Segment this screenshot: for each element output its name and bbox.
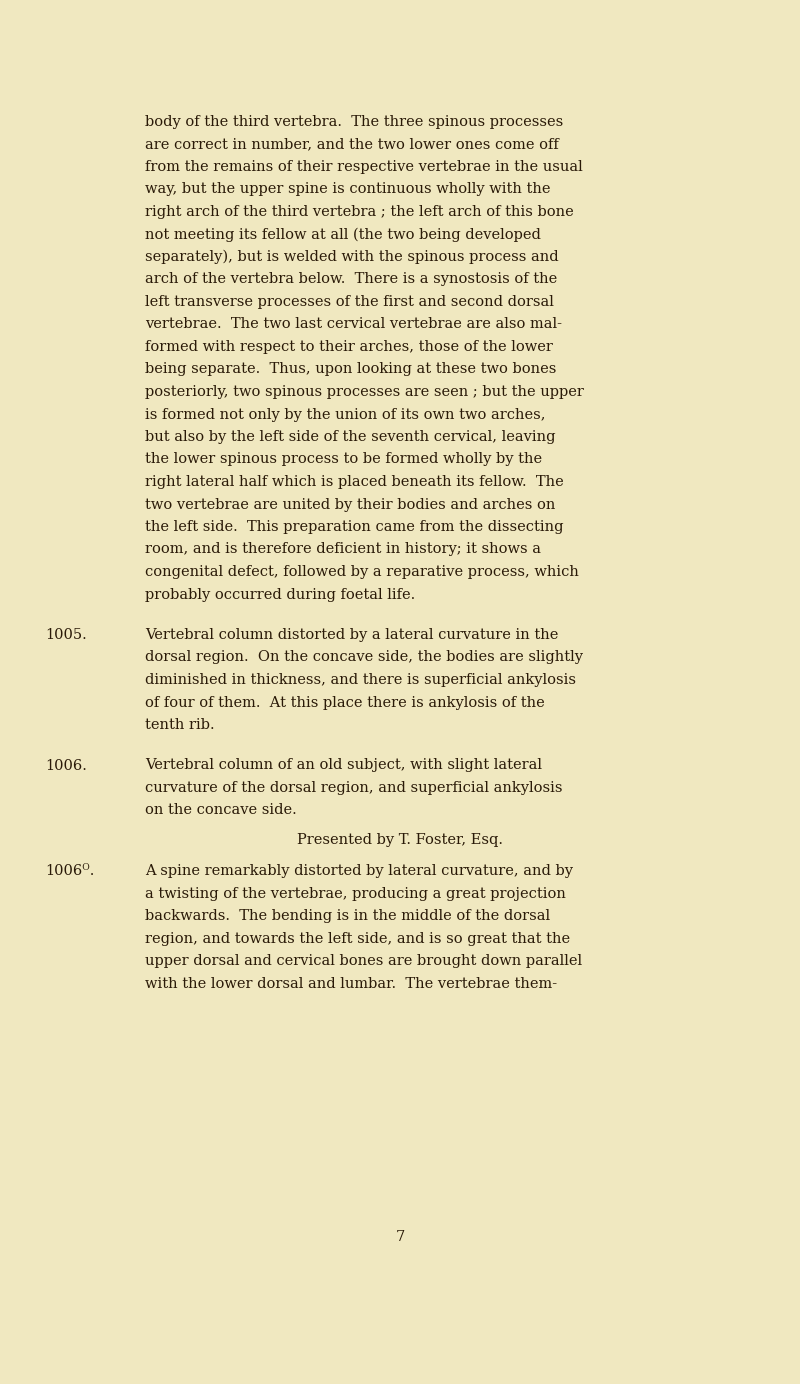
Text: formed with respect to their arches, those of the lower: formed with respect to their arches, tho…	[145, 340, 553, 354]
Text: 1006.: 1006.	[45, 758, 87, 772]
Text: but also by the left side of the seventh cervical, leaving: but also by the left side of the seventh…	[145, 430, 555, 444]
Text: of four of them.  At this place there is ankylosis of the: of four of them. At this place there is …	[145, 696, 545, 710]
Text: not meeting its fellow at all (the two being developed: not meeting its fellow at all (the two b…	[145, 227, 541, 242]
Text: being separate.  Thus, upon looking at these two bones: being separate. Thus, upon looking at th…	[145, 363, 556, 376]
Text: posteriorly, two spinous processes are seen ; but the upper: posteriorly, two spinous processes are s…	[145, 385, 584, 399]
Text: 1005.: 1005.	[45, 628, 86, 642]
Text: from the remains of their respective vertebrae in the usual: from the remains of their respective ver…	[145, 161, 582, 174]
Text: Presented by T. Foster, Esq.: Presented by T. Foster, Esq.	[297, 833, 503, 847]
Text: 1006ᴼ.: 1006ᴼ.	[45, 864, 94, 879]
Text: body of the third vertebra.  The three spinous processes: body of the third vertebra. The three sp…	[145, 115, 563, 129]
Text: with the lower dorsal and lumbar.  The vertebrae them-: with the lower dorsal and lumbar. The ve…	[145, 977, 557, 991]
Text: the left side.  This preparation came from the dissecting: the left side. This preparation came fro…	[145, 520, 563, 534]
Text: Vertebral column distorted by a lateral curvature in the: Vertebral column distorted by a lateral …	[145, 628, 558, 642]
Text: 7: 7	[395, 1230, 405, 1244]
Text: probably occurred during foetal life.: probably occurred during foetal life.	[145, 587, 415, 602]
Text: a twisting of the vertebrae, producing a great projection: a twisting of the vertebrae, producing a…	[145, 887, 566, 901]
Text: congenital defect, followed by a reparative process, which: congenital defect, followed by a reparat…	[145, 565, 579, 579]
Text: arch of the vertebra below.  There is a synostosis of the: arch of the vertebra below. There is a s…	[145, 273, 558, 286]
Text: region, and towards the left side, and is so great that the: region, and towards the left side, and i…	[145, 931, 570, 945]
Text: the lower spinous process to be formed wholly by the: the lower spinous process to be formed w…	[145, 453, 542, 466]
Text: separately), but is welded with the spinous process and: separately), but is welded with the spin…	[145, 251, 558, 264]
Text: curvature of the dorsal region, and superficial ankylosis: curvature of the dorsal region, and supe…	[145, 781, 562, 794]
Text: way, but the upper spine is continuous wholly with the: way, but the upper spine is continuous w…	[145, 183, 550, 197]
Text: right arch of the third vertebra ; the left arch of this bone: right arch of the third vertebra ; the l…	[145, 205, 574, 219]
Text: two vertebrae are united by their bodies and arches on: two vertebrae are united by their bodies…	[145, 497, 555, 512]
Text: diminished in thickness, and there is superficial ankylosis: diminished in thickness, and there is su…	[145, 673, 576, 686]
Text: backwards.  The bending is in the middle of the dorsal: backwards. The bending is in the middle …	[145, 909, 550, 923]
Text: is formed not only by the union of its own two arches,: is formed not only by the union of its o…	[145, 407, 546, 422]
Text: on the concave side.: on the concave side.	[145, 804, 297, 818]
Text: room, and is therefore deficient in history; it shows a: room, and is therefore deficient in hist…	[145, 543, 541, 556]
Text: are correct in number, and the two lower ones come off: are correct in number, and the two lower…	[145, 137, 558, 151]
Text: dorsal region.  On the concave side, the bodies are slightly: dorsal region. On the concave side, the …	[145, 650, 583, 664]
Text: left transverse processes of the first and second dorsal: left transverse processes of the first a…	[145, 295, 554, 309]
Text: upper dorsal and cervical bones are brought down parallel: upper dorsal and cervical bones are brou…	[145, 954, 582, 969]
Text: vertebrae.  The two last cervical vertebrae are also mal-: vertebrae. The two last cervical vertebr…	[145, 317, 562, 332]
Text: right lateral half which is placed beneath its fellow.  The: right lateral half which is placed benea…	[145, 475, 564, 489]
Text: Vertebral column of an old subject, with slight lateral: Vertebral column of an old subject, with…	[145, 758, 542, 772]
Text: tenth rib.: tenth rib.	[145, 718, 214, 732]
Text: A spine remarkably distorted by lateral curvature, and by: A spine remarkably distorted by lateral …	[145, 864, 573, 879]
